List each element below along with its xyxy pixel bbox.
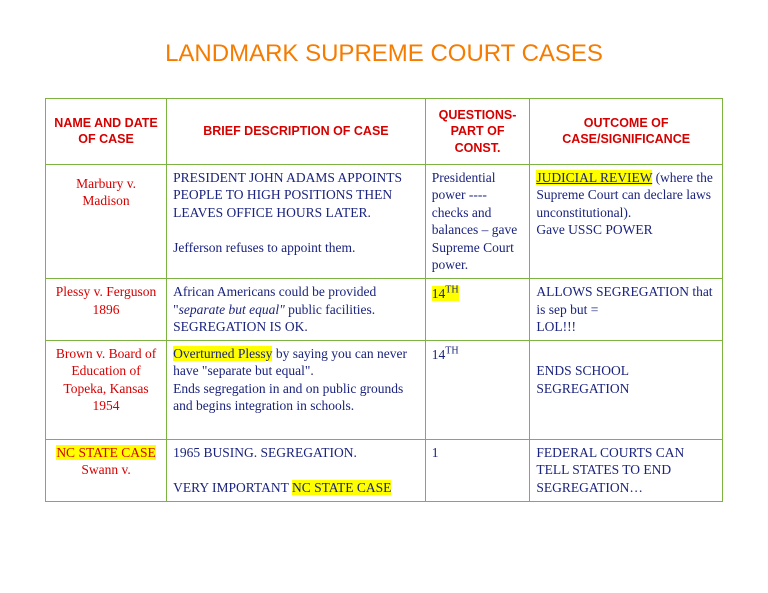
table-row: Plessy v. Ferguson 1896 African American… (46, 279, 723, 341)
amendment-highlight: 14TH (432, 286, 459, 301)
desc-text: PRESIDENT JOHN ADAMS APPOINTS PEOPLE TO … (173, 170, 402, 220)
col-header-outcome: OUTCOME OF CASE/SIGNIFICANCE (530, 99, 723, 165)
table-row: Brown v. Board of Education of Topeka, K… (46, 340, 723, 439)
cases-table: NAME AND DATE OF CASE BRIEF DESCRIPTION … (45, 98, 723, 502)
desc-highlight: Overturned Plessy (173, 346, 272, 361)
case-description: Overturned Plessy by saying you can neve… (167, 340, 426, 439)
table-row: Marbury v. Madison PRESIDENT JOHN ADAMS … (46, 164, 723, 278)
case-description: PRESIDENT JOHN ADAMS APPOINTS PEOPLE TO … (167, 164, 426, 278)
col-header-name: NAME AND DATE OF CASE (46, 99, 167, 165)
case-name: Marbury v. Madison (46, 164, 167, 278)
case-questions: 14TH (425, 279, 530, 341)
col-header-questions: QUESTIONS- PART OF CONST. (425, 99, 530, 165)
col-header-description: BRIEF DESCRIPTION OF CASE (167, 99, 426, 165)
desc-italic: separate but equal" (179, 302, 285, 317)
desc-highlight: NC STATE CASE (292, 480, 391, 495)
case-description: African Americans could be provided "sep… (167, 279, 426, 341)
case-outcome: JUDICIAL REVIEW (where the Supreme Court… (530, 164, 723, 278)
outcome-highlight: JUDICIAL REVIEW (536, 170, 652, 185)
desc-text: Jefferson refuses to appoint them. (173, 240, 355, 255)
amendment-text: 14TH (432, 347, 459, 362)
case-name-highlight: NC STATE CASE (56, 445, 155, 460)
case-outcome: ALLOWS SEGREGATION that is sep but = LOL… (530, 279, 723, 341)
case-outcome: FEDERAL COURTS CAN TELL STATES TO END SE… (530, 439, 723, 501)
case-questions: Presidential power ---- checks and balan… (425, 164, 530, 278)
case-description: 1965 BUSING. SEGREGATION. VERY IMPORTANT… (167, 439, 426, 501)
case-name: Brown v. Board of Education of Topeka, K… (46, 340, 167, 439)
case-name: Plessy v. Ferguson 1896 (46, 279, 167, 341)
page-title: LANDMARK SUPREME COURT CASES (45, 40, 723, 68)
case-outcome: ENDS SCHOOL SEGREGATION (530, 340, 723, 439)
table-row: NC STATE CASE Swann v. 1965 BUSING. SEGR… (46, 439, 723, 501)
case-questions: 1 (425, 439, 530, 501)
case-name: NC STATE CASE Swann v. (46, 439, 167, 501)
case-questions: 14TH (425, 340, 530, 439)
case-name-text: Swann v. (81, 462, 130, 477)
document-page: LANDMARK SUPREME COURT CASES NAME AND DA… (0, 0, 768, 502)
table-header-row: NAME AND DATE OF CASE BRIEF DESCRIPTION … (46, 99, 723, 165)
